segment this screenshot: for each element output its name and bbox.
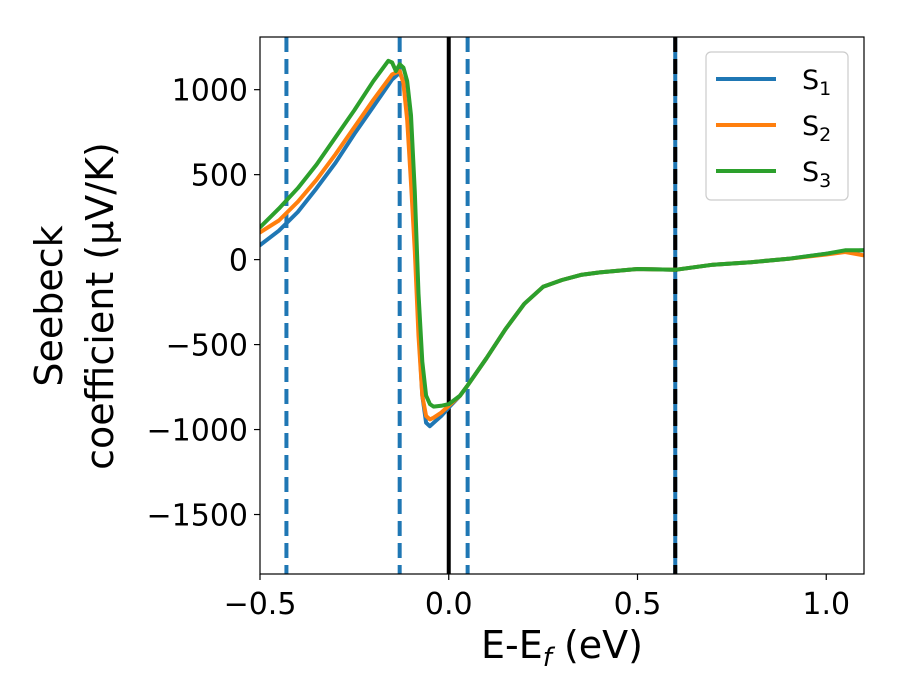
y-axis-title: Seebeck coefficient (μV/K)	[27, 142, 122, 470]
x-tick-label-0: −0.5	[224, 587, 297, 622]
legend-box	[705, 51, 849, 201]
y-tick-label-2: −500	[166, 329, 248, 364]
reference-lines	[284, 37, 678, 574]
y-axis-title-line1: Seebeck	[27, 225, 71, 386]
plot-frame	[259, 36, 865, 575]
series-line-s3	[260, 58, 864, 409]
y-tick-label-0: −1500	[147, 499, 248, 534]
y-axis-title-line2: coefficient (μV/K)	[78, 142, 122, 470]
y-tick-label-5: 1000	[172, 74, 248, 109]
series-lines	[260, 58, 864, 429]
x-axis-ticks: −0.5 0.0 0.5 1.0	[224, 574, 850, 622]
y-tick-label-1: −1000	[147, 414, 248, 449]
x-tick-label-2: 0.5	[614, 587, 662, 622]
y-tick-label-3: 0	[229, 244, 248, 279]
y-tick-label-4: 500	[191, 159, 248, 194]
x-axis-title: E-Ef (eV)	[481, 623, 643, 673]
y-axis-ticks: −1500 −1000 −500 0 500 1000	[147, 74, 260, 534]
x-tick-label-1: 0.0	[425, 587, 473, 622]
x-tick-label-3: 1.0	[802, 587, 850, 622]
